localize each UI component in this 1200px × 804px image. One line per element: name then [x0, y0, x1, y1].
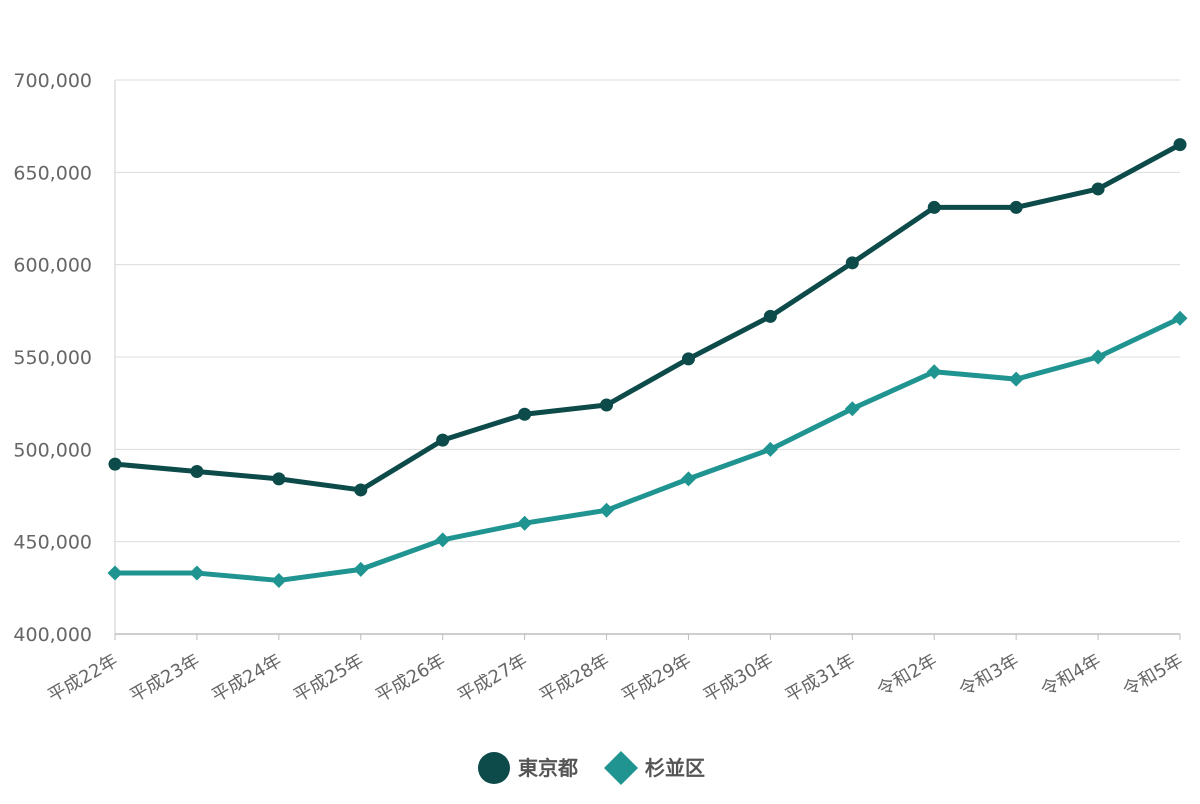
x-tick-label: 平成28年	[536, 650, 613, 707]
data-point[interactable]	[1009, 200, 1023, 214]
x-tick-label: 令和4年	[1037, 650, 1104, 701]
y-tick-label: 600,000	[13, 255, 92, 277]
data-point[interactable]	[599, 502, 615, 518]
x-tick-label: 平成22年	[44, 650, 121, 707]
x-tick-label: 平成24年	[208, 650, 285, 707]
data-point[interactable]	[272, 472, 286, 486]
x-tick-label: 令和5年	[1119, 650, 1186, 701]
data-point[interactable]	[845, 256, 859, 270]
data-point[interactable]	[518, 407, 532, 421]
data-point[interactable]	[354, 483, 368, 497]
legend-item-2[interactable]: 杉並区	[604, 751, 705, 785]
data-point[interactable]	[271, 572, 287, 588]
x-tick-label: 平成27年	[454, 650, 531, 707]
x-tick-label: 令和2年	[874, 650, 941, 701]
data-point[interactable]	[680, 471, 696, 487]
data-point[interactable]	[600, 398, 614, 412]
y-tick-label: 700,000	[13, 70, 92, 92]
legend-circle-icon	[478, 752, 510, 784]
y-tick-label: 550,000	[13, 347, 92, 369]
data-point[interactable]	[1008, 371, 1024, 387]
data-point[interactable]	[763, 309, 777, 323]
data-point[interactable]	[681, 352, 695, 366]
grid-layer	[115, 79, 1180, 635]
axis-layer: 400,000 450,000 500,000 550,000 600,000 650,0…	[13, 70, 1186, 707]
x-tick-label: 令和3年	[955, 650, 1022, 701]
series-2	[107, 310, 1188, 588]
data-point[interactable]	[927, 200, 941, 214]
x-tick-label: 平成31年	[782, 650, 859, 707]
data-point[interactable]	[190, 464, 204, 478]
x-tick-label: 平成30年	[700, 650, 777, 707]
data-point[interactable]	[436, 433, 450, 447]
data-point[interactable]	[762, 441, 778, 457]
x-tick-label: 平成26年	[372, 650, 449, 707]
y-tick-label: 450,000	[13, 532, 92, 554]
x-tick-label: 平成29年	[618, 650, 695, 707]
legend-diamond-icon	[604, 751, 638, 785]
data-point[interactable]	[353, 561, 369, 577]
data-point[interactable]	[1173, 138, 1187, 152]
y-tick-label: 500,000	[13, 439, 92, 461]
legend-label: 東京都	[518, 756, 578, 780]
x-tick-label: 平成25年	[290, 650, 367, 707]
series-1	[108, 138, 1187, 497]
data-point[interactable]	[844, 401, 860, 417]
y-tick-label: 400,000	[13, 624, 92, 646]
data-point[interactable]	[1090, 349, 1106, 365]
series-layer	[107, 138, 1188, 588]
legend[interactable]: 東京都 杉並区	[478, 751, 705, 785]
data-point[interactable]	[107, 565, 123, 581]
data-point[interactable]	[435, 532, 451, 548]
data-point[interactable]	[1091, 182, 1105, 196]
series-line	[112, 315, 1183, 583]
legend-item-1[interactable]: 東京都	[478, 752, 578, 784]
y-tick-label: 650,000	[13, 162, 92, 184]
legend-label: 杉並区	[645, 756, 705, 780]
data-point[interactable]	[926, 364, 942, 380]
x-tick-label: 平成23年	[126, 650, 203, 707]
data-point[interactable]	[108, 457, 122, 471]
series-line	[112, 142, 1183, 493]
data-point[interactable]	[517, 515, 533, 531]
data-point[interactable]	[189, 565, 205, 581]
data-point[interactable]	[1172, 310, 1188, 326]
